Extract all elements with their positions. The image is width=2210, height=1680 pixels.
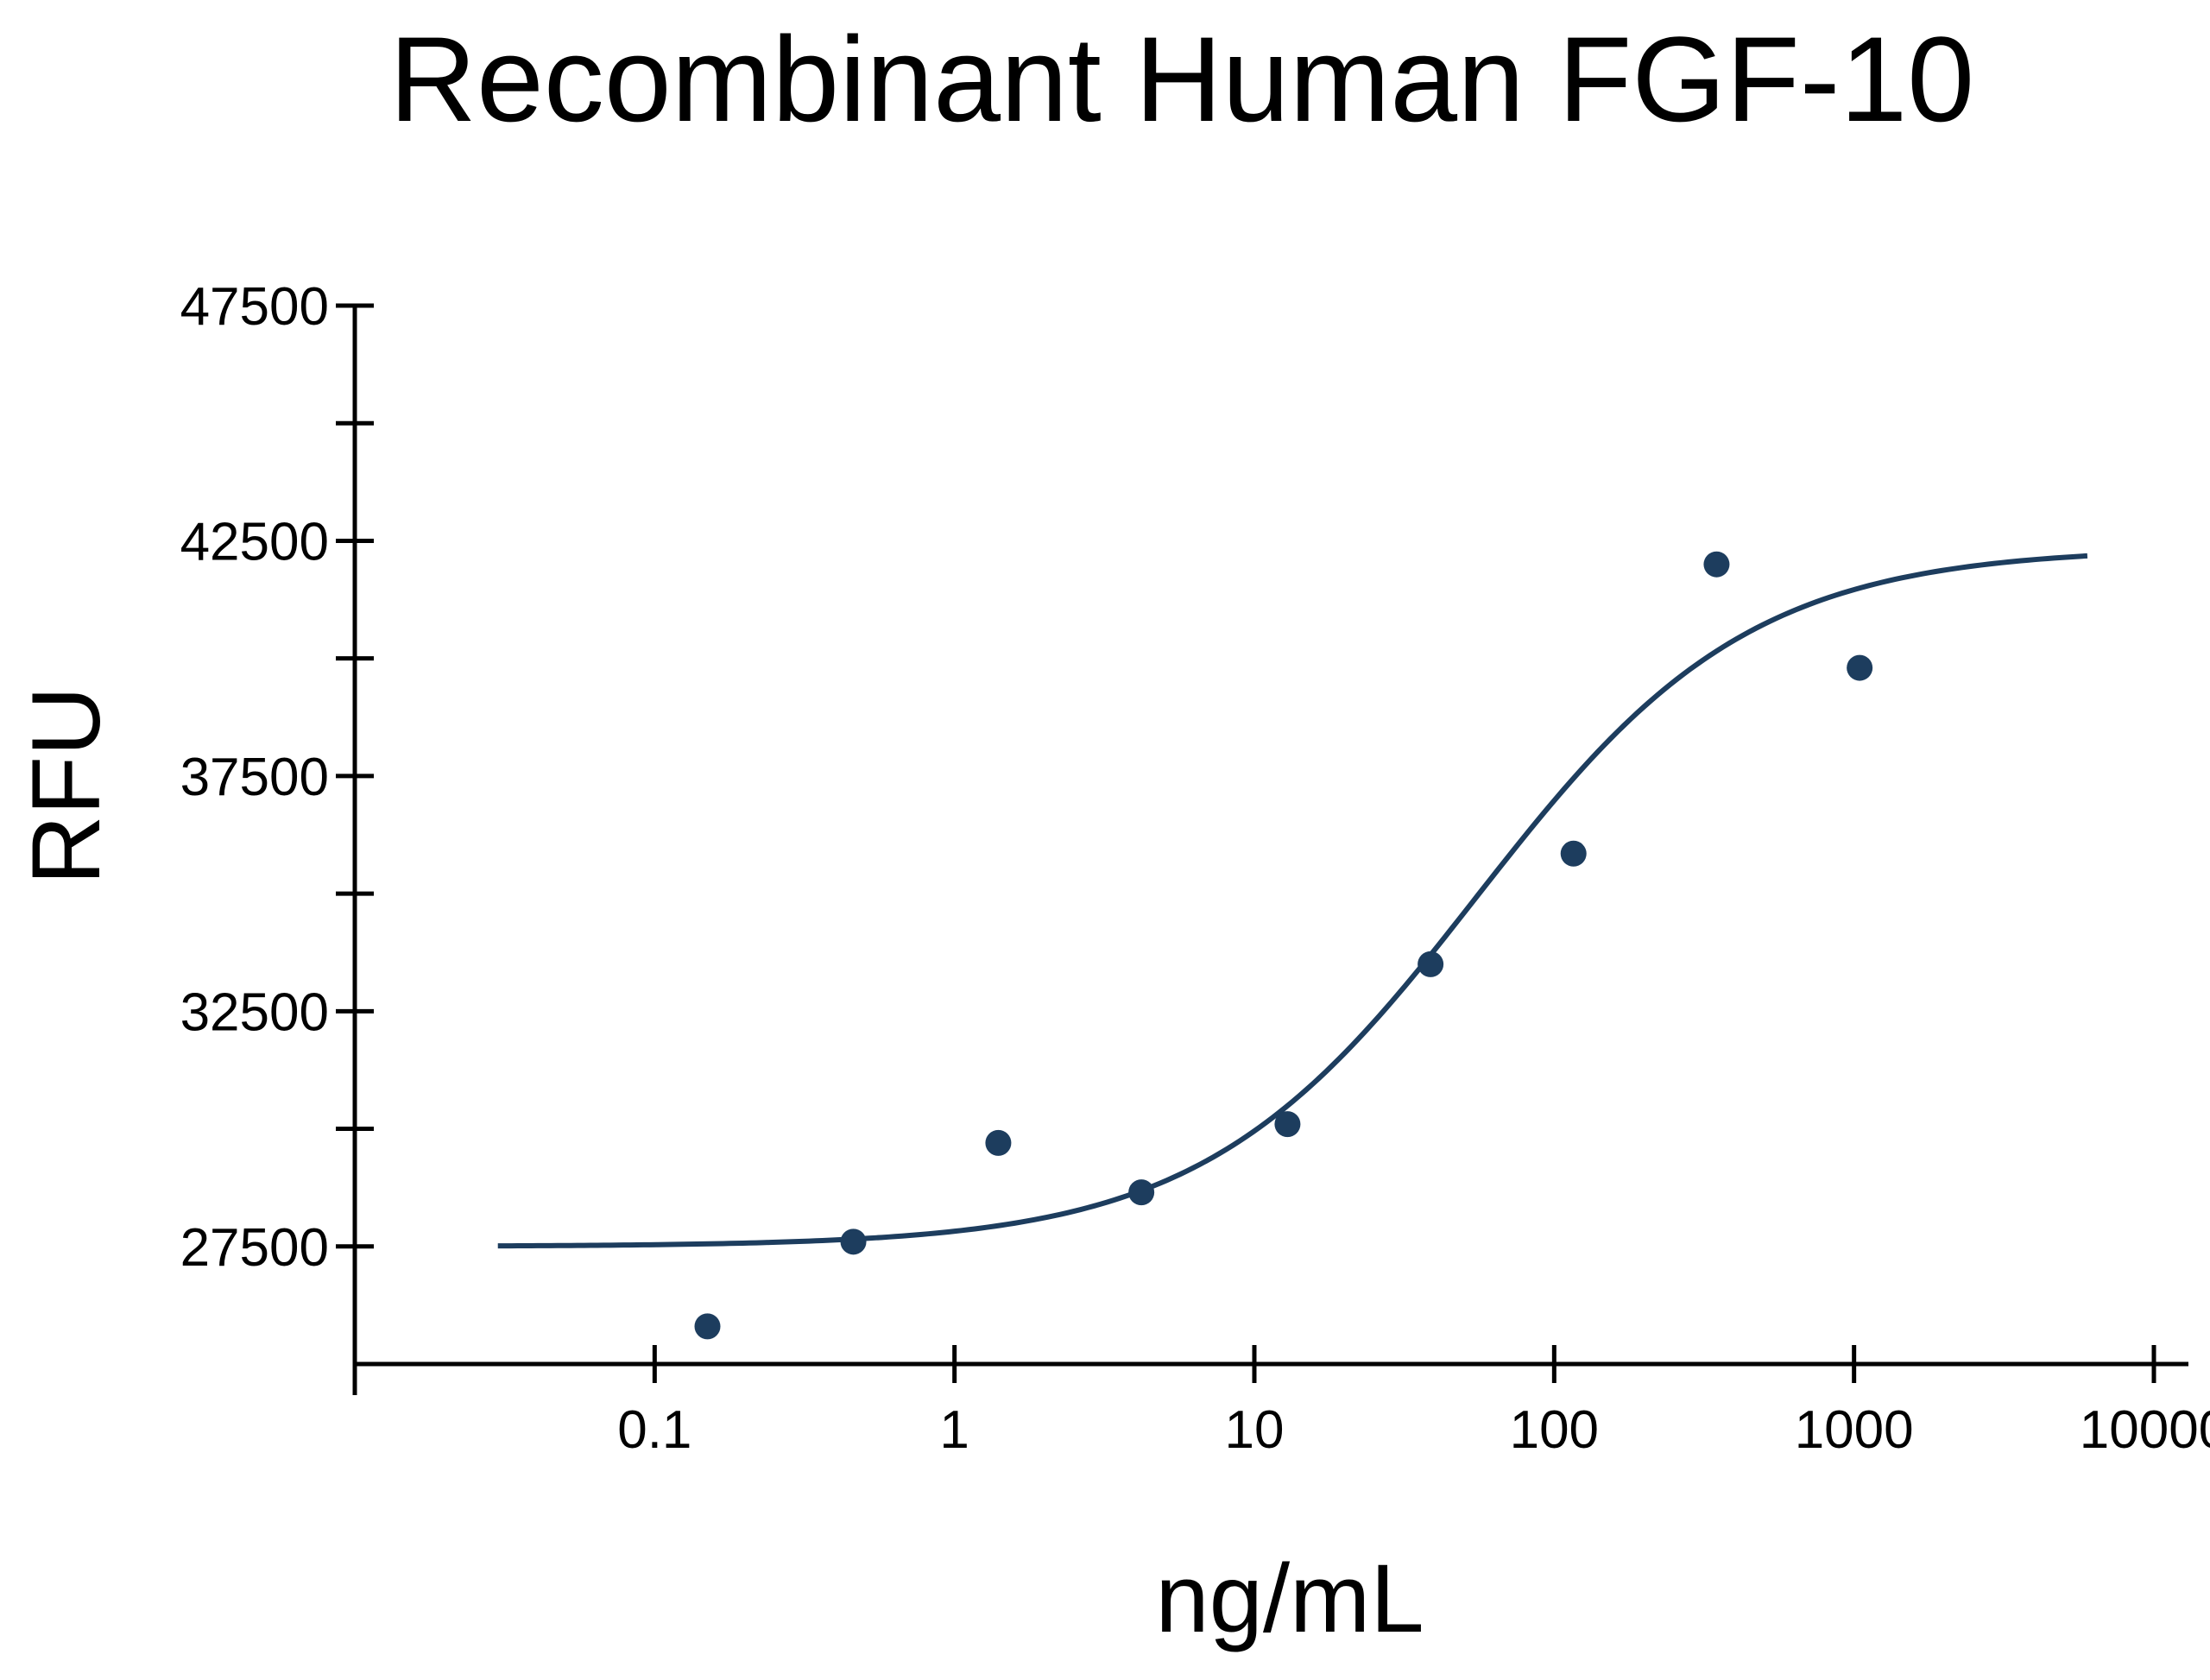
data-point [1128,1179,1155,1206]
x-tick-label: 0.1 [617,1400,691,1460]
y-tick-label: 27500 [180,1218,329,1278]
data-point [1847,654,1873,681]
data-points [694,551,1873,1340]
y-tick-label: 37500 [180,748,329,807]
y-axis-label: RFU [12,686,120,885]
x-tick-label: 1 [939,1400,969,1460]
data-point [1418,951,1444,977]
x-tick-label: 1000 [1795,1400,1914,1460]
data-point [1703,551,1730,578]
data-point [694,1313,721,1340]
data-point [1274,1111,1301,1138]
data-point [840,1228,867,1255]
x-tick-label: 100 [1510,1400,1599,1460]
fit-curve [497,553,2088,1249]
data-point [985,1129,1012,1156]
x-tick-label: 10 [1225,1400,1285,1460]
chart-title: Recombinant Human FGF-10 [389,11,1974,147]
x-tick-label: 10000 [2080,1400,2210,1460]
axes: 27500 32500 37500 42500 47500 0.1 1 10 100 1000 10… [180,277,2210,1460]
y-tick-label: 47500 [180,277,329,337]
x-axis-label: ng/mL [1155,1544,1424,1652]
y-tick-label: 32500 [180,982,329,1042]
data-point [1560,840,1587,867]
y-tick-label: 42500 [180,512,329,572]
fit-curve-layer [497,553,2088,1249]
